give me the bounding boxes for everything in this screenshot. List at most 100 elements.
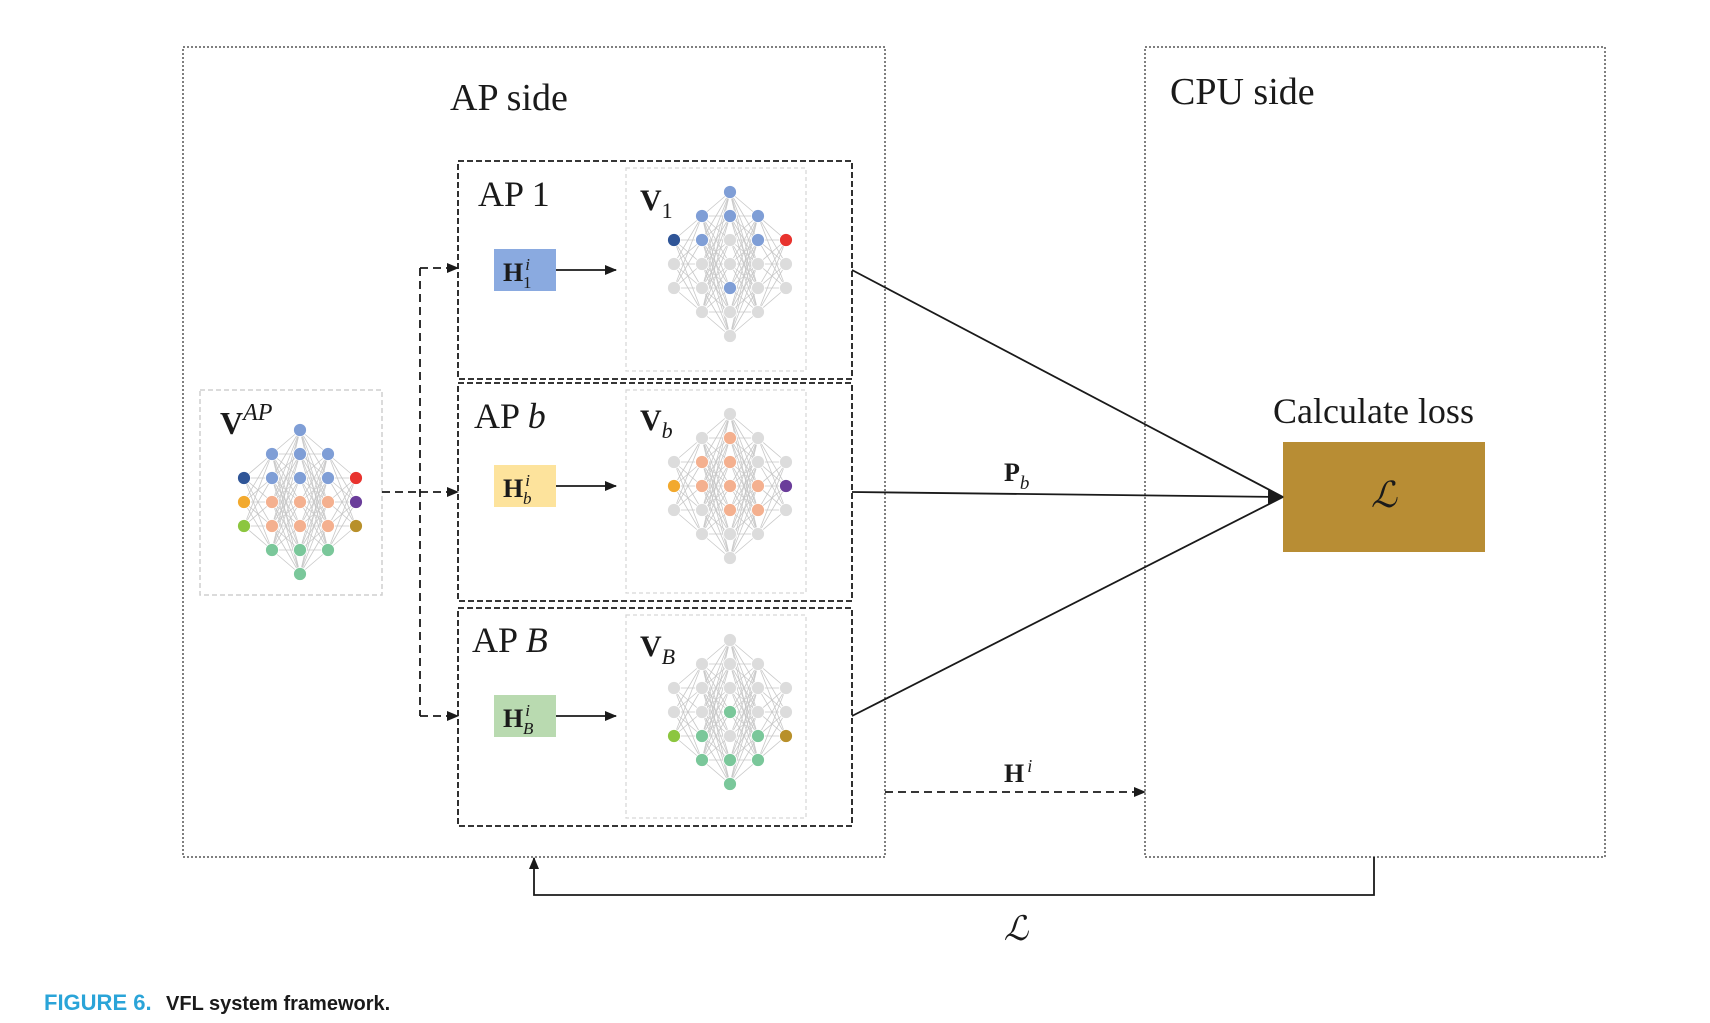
network-edge <box>729 437 759 559</box>
network-edge <box>299 501 329 575</box>
network-edge <box>701 639 731 737</box>
local-b-node <box>723 407 737 421</box>
global-node <box>349 495 363 509</box>
network-edge <box>757 263 787 313</box>
network-edge <box>729 437 759 535</box>
network-edge <box>701 437 731 535</box>
local-network-B <box>667 633 793 791</box>
network-edge <box>757 239 787 313</box>
network-edge <box>729 215 759 337</box>
cpu-side-title: CPU side <box>1170 71 1315 113</box>
local-1-node <box>751 305 765 319</box>
local-B-node <box>723 657 737 671</box>
network-edge <box>271 429 301 551</box>
local-1-node <box>779 233 793 247</box>
network-edge <box>729 663 759 737</box>
network-edge <box>757 711 787 761</box>
local-B-node <box>751 705 765 719</box>
local-1-node <box>695 305 709 319</box>
network-edge <box>729 437 759 511</box>
global-node <box>265 447 279 461</box>
network-edge <box>729 663 759 761</box>
local-1-node <box>723 233 737 247</box>
global-node <box>349 471 363 485</box>
local-B-node <box>695 657 709 671</box>
network-edge <box>701 639 731 761</box>
network-edge <box>673 437 703 487</box>
figure-caption: FIGURE 6. VFL system framework. <box>44 990 390 1016</box>
network-edge <box>701 639 731 713</box>
network-edge <box>729 663 759 785</box>
local-b-node <box>723 503 737 517</box>
caption-text: VFL system framework. <box>166 993 391 1015</box>
network-edge <box>243 453 273 503</box>
network-edge <box>701 413 731 511</box>
network-edge <box>243 453 273 527</box>
network-edge <box>673 461 703 511</box>
local-B-node <box>723 729 737 743</box>
local-b-node <box>723 551 737 565</box>
local-b-node <box>723 455 737 469</box>
network-edge <box>701 191 731 289</box>
network-edge <box>729 215 759 289</box>
global-node <box>293 447 307 461</box>
network-edge <box>701 461 731 535</box>
network-edge <box>701 711 731 761</box>
ap-side-title: AP side <box>450 77 568 119</box>
network-edge <box>327 477 357 527</box>
h-box-b <box>494 465 556 507</box>
global-node <box>349 519 363 533</box>
global-node <box>293 423 307 437</box>
loss-feedback-label: ℒ <box>1004 911 1030 948</box>
network-edge <box>757 239 787 289</box>
ap-title-1: AP 1 <box>478 174 550 214</box>
local-1-node <box>723 305 737 319</box>
local-model-label-b: Vb <box>640 404 673 443</box>
local-model-box-B <box>625 614 807 819</box>
local-1-node <box>751 209 765 223</box>
network-edge <box>701 191 731 313</box>
local-B-node <box>723 777 737 791</box>
h-box-B <box>494 695 556 737</box>
network-edge <box>729 735 759 785</box>
network-edge <box>243 477 273 527</box>
loss-symbol: ℒ <box>1371 475 1398 515</box>
local-B-node <box>779 681 793 695</box>
local-1-node <box>723 281 737 295</box>
network-edge <box>729 215 759 313</box>
network-edge <box>757 687 787 737</box>
network-edge <box>701 215 731 313</box>
network-edge <box>673 663 703 737</box>
network-edge <box>757 461 787 511</box>
local-b-node <box>695 503 709 517</box>
local-B-node <box>779 705 793 719</box>
calculate-loss-title: Calculate loss <box>1273 391 1474 431</box>
network-edge <box>729 711 759 785</box>
network-edge <box>673 687 703 737</box>
global-node <box>321 495 335 509</box>
network-edge <box>729 263 759 337</box>
network-edge <box>729 663 759 713</box>
network-edge <box>673 437 703 511</box>
network-edge <box>729 461 759 559</box>
local-b-node <box>695 479 709 493</box>
network-edge <box>729 215 759 265</box>
local-b-node <box>667 479 681 493</box>
local-b-node <box>779 503 793 517</box>
local-1-node <box>723 257 737 271</box>
local-B-node <box>779 729 793 743</box>
global-node <box>293 519 307 533</box>
local-B-node <box>695 729 709 743</box>
network-edge <box>757 461 787 535</box>
local-1-node <box>695 281 709 295</box>
local-model-box-1 <box>625 167 807 372</box>
loss-feedback-arrow <box>529 857 1375 896</box>
local-B-node <box>667 729 681 743</box>
network-edge <box>299 477 329 575</box>
network-edge <box>701 263 731 313</box>
network-edge <box>271 453 301 551</box>
network-edge <box>673 239 703 289</box>
network-edge <box>757 485 787 535</box>
